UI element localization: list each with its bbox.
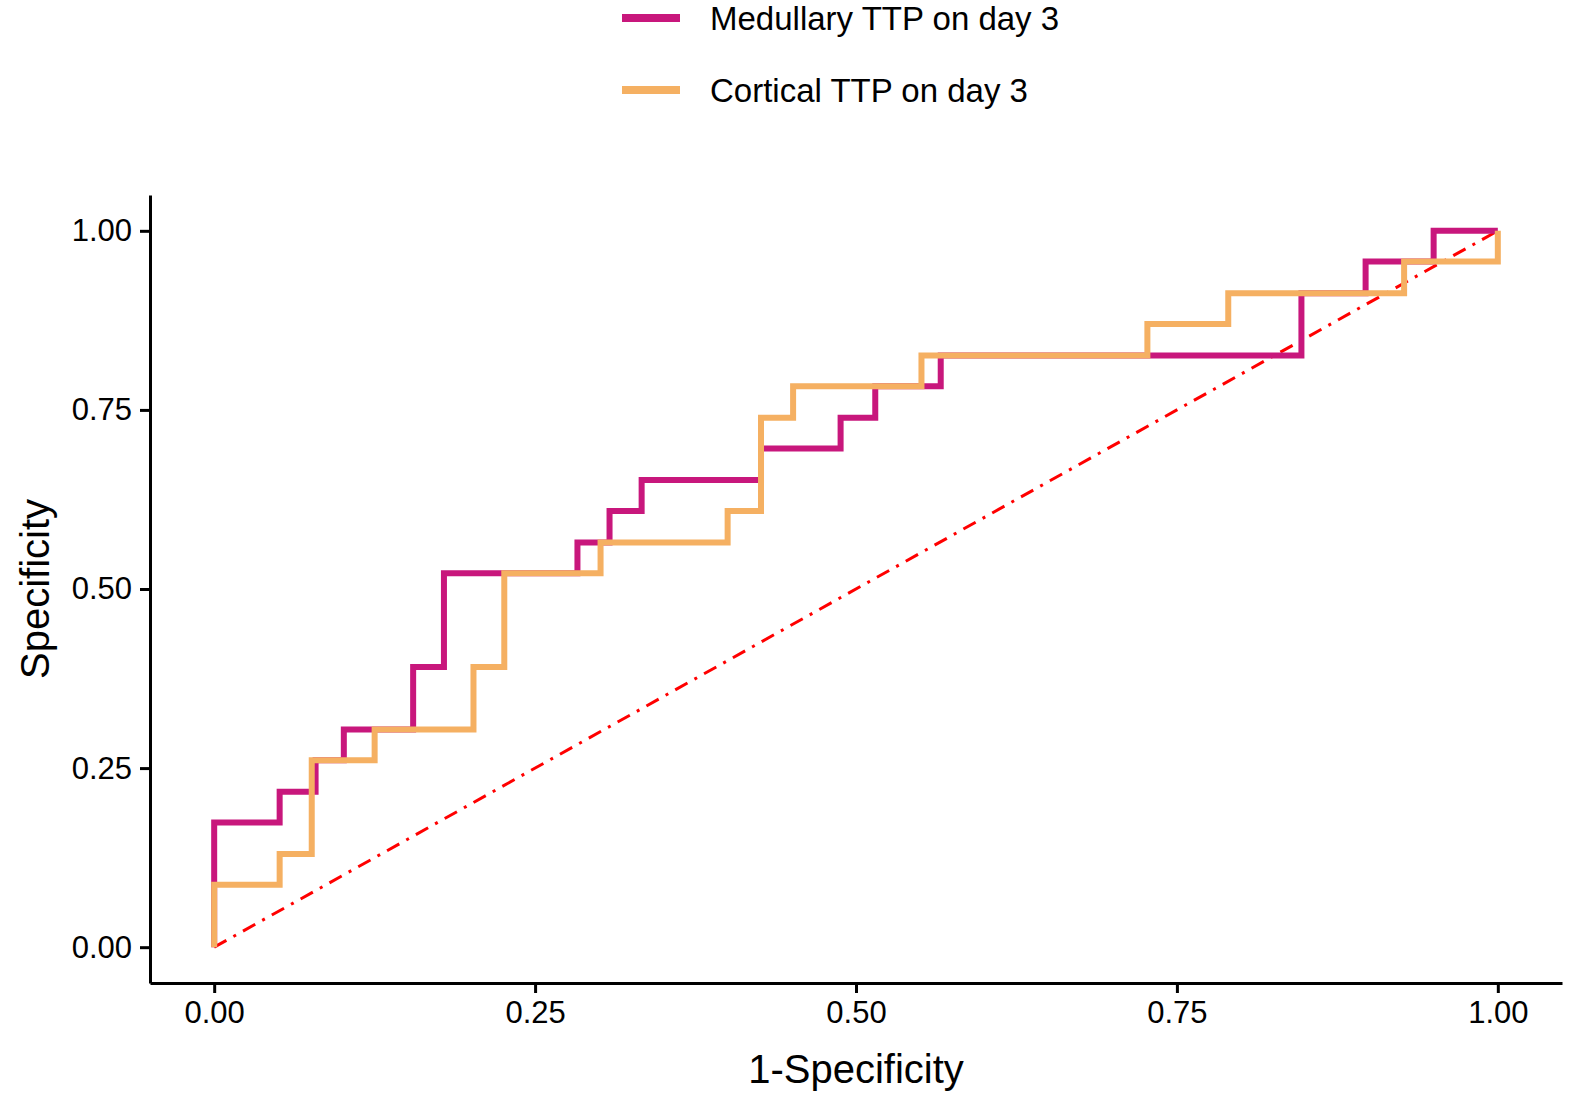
tick-mark bbox=[534, 983, 537, 993]
series-line bbox=[214, 231, 1498, 947]
reference-line bbox=[214, 231, 1498, 947]
tick-label: 0.50 bbox=[826, 995, 886, 1030]
chart: 0.00 0.25 0.50 0.75 1.00 0.00 0.25 0.50 0.75 1.00… bbox=[0, 0, 1575, 1103]
tick: 0.00 bbox=[185, 983, 245, 1030]
tick: 0.50 bbox=[72, 571, 150, 606]
tick: 0.50 bbox=[826, 983, 886, 1030]
tick-mark bbox=[140, 230, 150, 233]
tick-label: 1.00 bbox=[72, 213, 132, 248]
tick-mark bbox=[213, 983, 216, 993]
tick-label: 0.25 bbox=[72, 751, 132, 786]
legend-key bbox=[622, 86, 680, 94]
tick-label: 0.50 bbox=[72, 571, 132, 606]
tick-label: 0.00 bbox=[72, 930, 132, 965]
tick: 0.25 bbox=[72, 751, 150, 786]
tick: 1.00 bbox=[1468, 983, 1528, 1030]
tick-label: 0.25 bbox=[505, 995, 565, 1030]
plot-area bbox=[214, 231, 1498, 947]
legend-label: Cortical TTP on day 3 bbox=[710, 72, 1028, 109]
tick-mark bbox=[1497, 983, 1500, 993]
y-axis: 0.00 0.25 0.50 0.75 1.00 bbox=[72, 196, 151, 984]
legend-label: Medullary TTP on day 3 bbox=[710, 0, 1059, 37]
tick: 0.75 bbox=[72, 392, 150, 427]
tick: 1.00 bbox=[72, 213, 150, 248]
y-axis-title: Specificity bbox=[13, 499, 57, 679]
x-axis: 0.00 0.25 0.50 0.75 1.00 bbox=[151, 983, 1563, 1030]
tick-mark bbox=[140, 588, 150, 591]
legend: Medullary TTP on day 3 Cortical TTP on da… bbox=[622, 0, 1059, 109]
tick-label: 0.00 bbox=[185, 995, 245, 1030]
tick-mark bbox=[1176, 983, 1179, 993]
x-axis-title: 1-Specificity bbox=[748, 1047, 964, 1091]
tick: 0.25 bbox=[505, 983, 565, 1030]
tick-label: 1.00 bbox=[1468, 995, 1528, 1030]
tick: 0.75 bbox=[1147, 983, 1207, 1030]
tick-mark bbox=[855, 983, 858, 993]
tick-label: 0.75 bbox=[72, 392, 132, 427]
tick-label: 0.75 bbox=[1147, 995, 1207, 1030]
legend-key bbox=[622, 14, 680, 22]
tick-mark bbox=[140, 946, 150, 949]
tick-mark bbox=[140, 767, 150, 770]
series-line bbox=[214, 231, 1498, 947]
tick-mark bbox=[140, 409, 150, 412]
tick: 0.00 bbox=[72, 930, 150, 965]
